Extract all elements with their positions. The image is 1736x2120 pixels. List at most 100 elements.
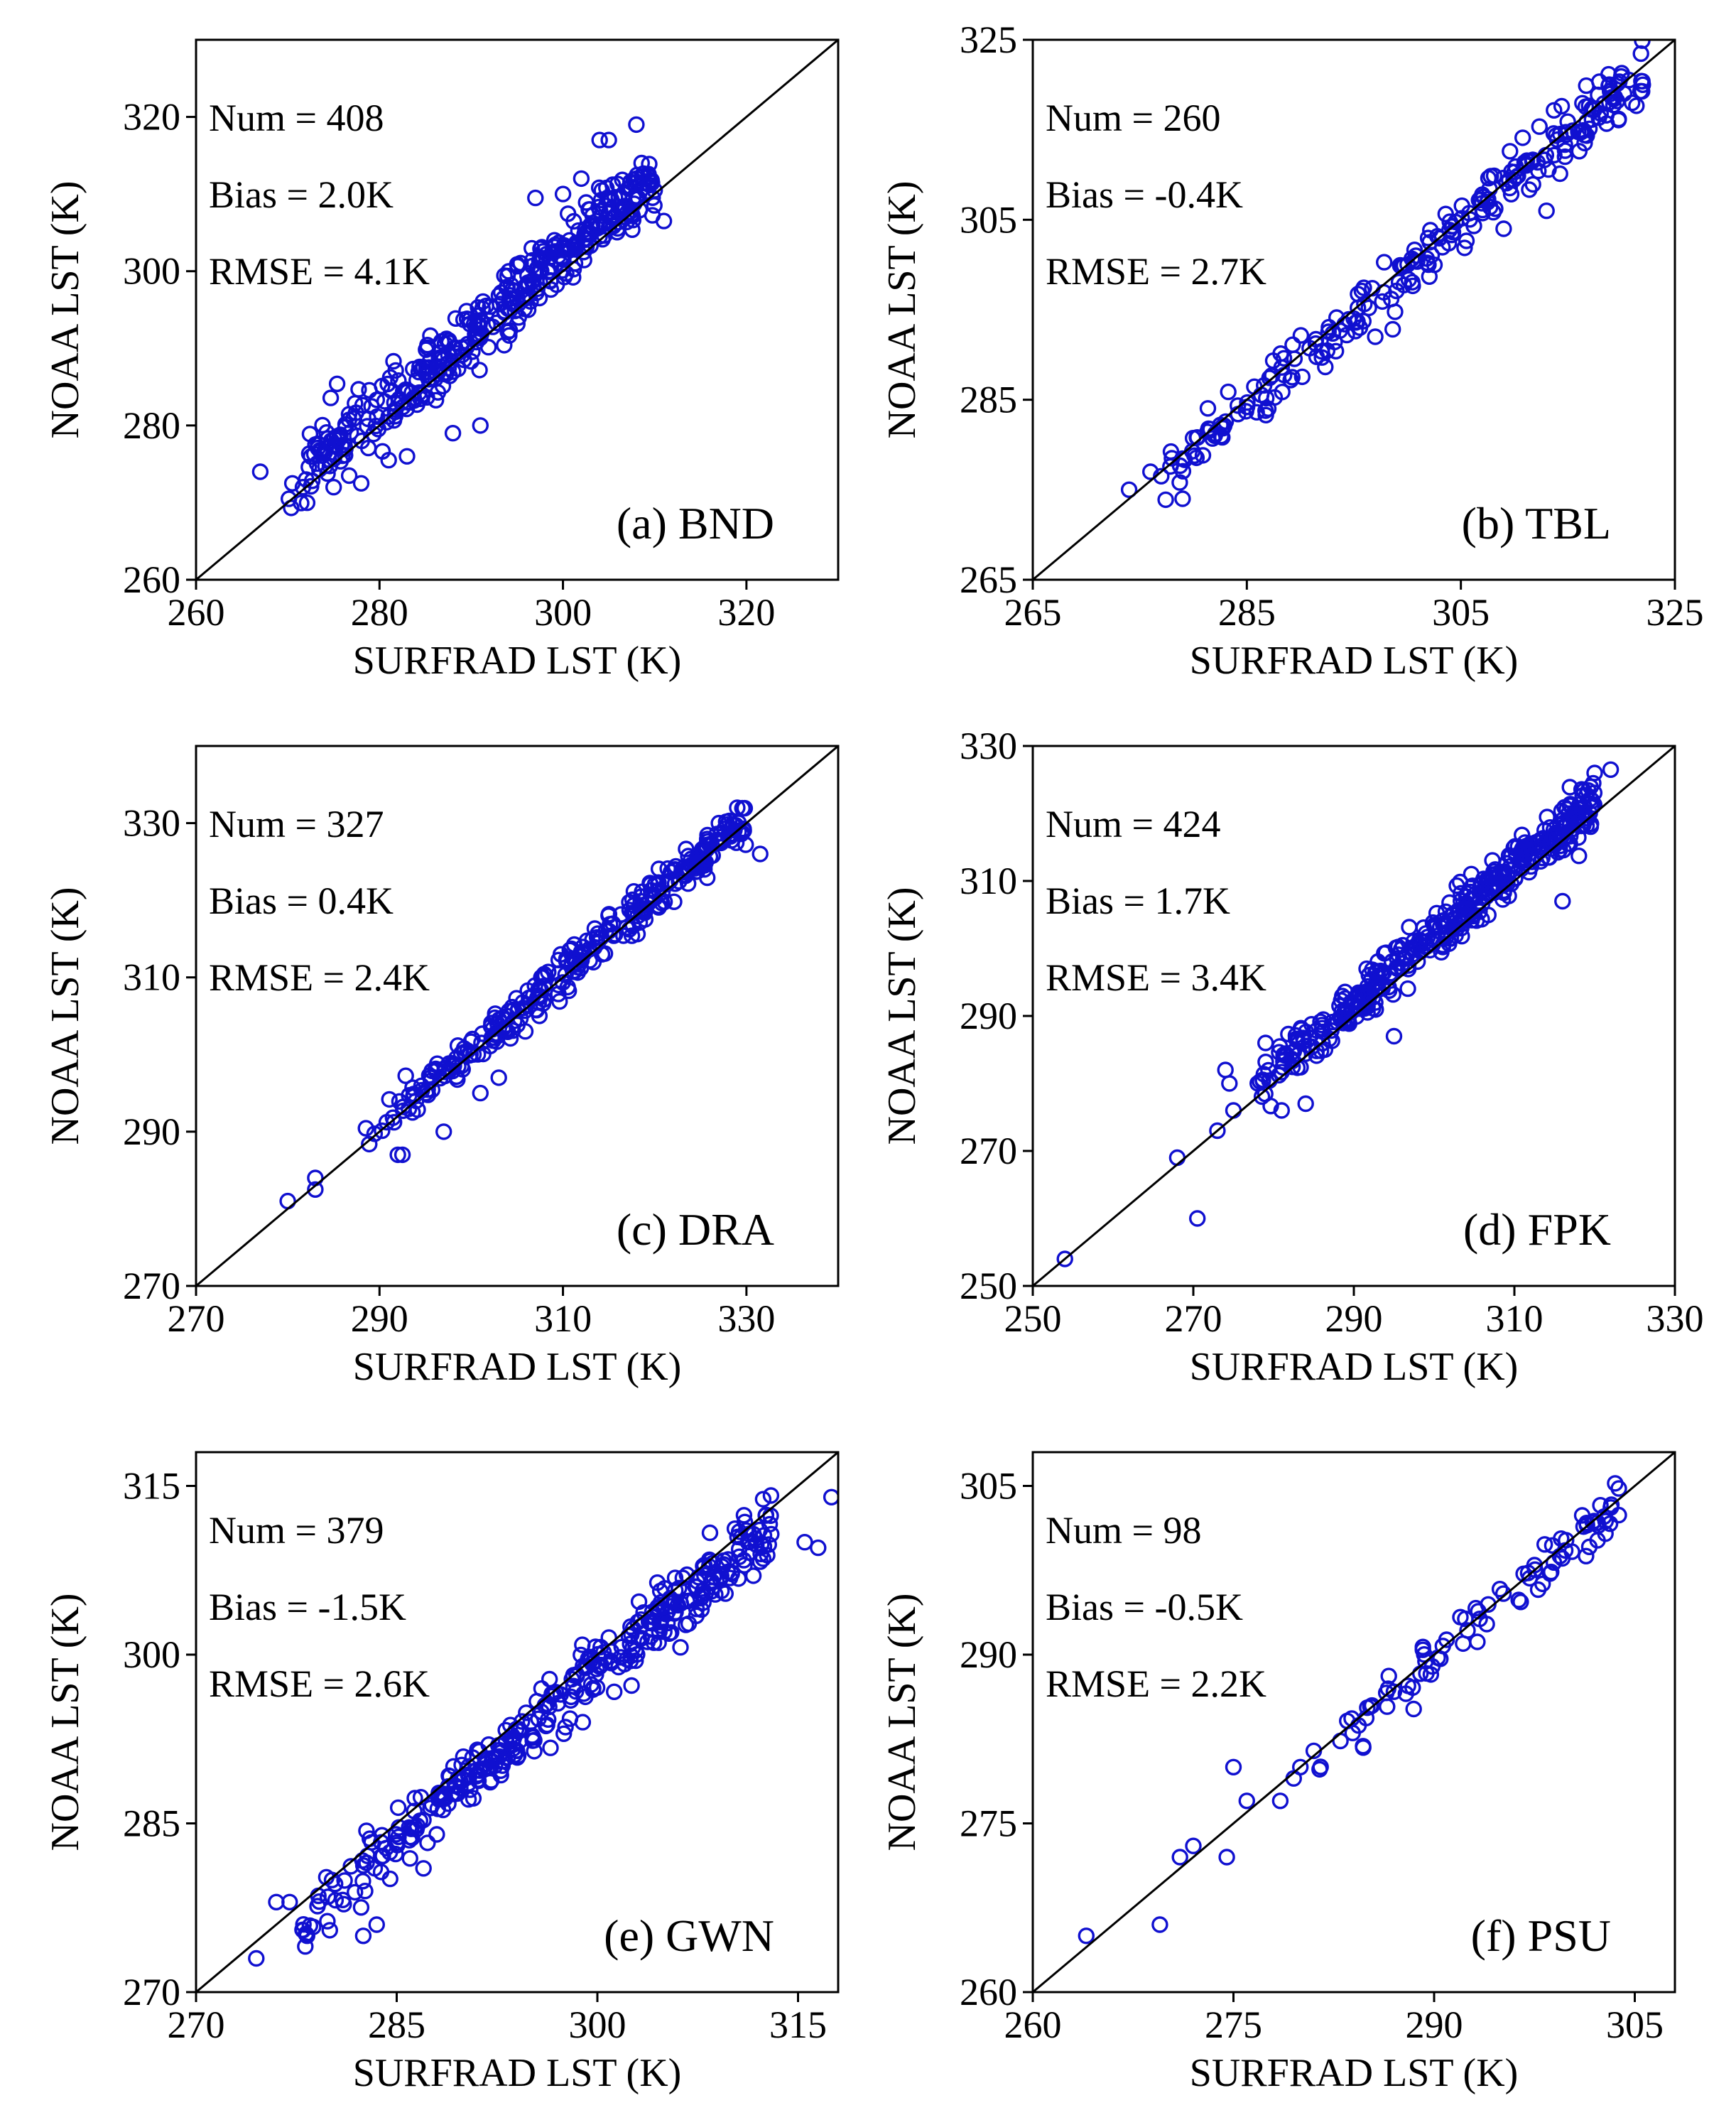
data-point <box>1471 1610 1488 1628</box>
data-point <box>1495 220 1512 237</box>
x-tick-label: 310 <box>1486 1297 1544 1340</box>
data-point <box>1460 205 1478 222</box>
data-point <box>1452 1608 1469 1626</box>
data-point <box>471 362 488 379</box>
data-point <box>1274 384 1291 401</box>
data-point <box>389 1799 407 1817</box>
data-point <box>1360 985 1377 1002</box>
x-tick-label: 290 <box>1406 2003 1463 2046</box>
data-point <box>659 860 676 877</box>
data-point <box>1221 1075 1238 1092</box>
panel-label: (c) DRA <box>617 1204 774 1255</box>
data-point <box>504 1022 521 1039</box>
data-point <box>1556 142 1574 159</box>
x-tick-label: 265 <box>1004 591 1062 634</box>
data-point <box>596 945 614 962</box>
y-tick-label: 300 <box>123 250 180 293</box>
data-point <box>445 1758 462 1775</box>
x-tick-label: 285 <box>368 2003 425 2046</box>
data-point <box>1441 222 1458 239</box>
data-point <box>1188 1210 1206 1227</box>
data-point <box>415 1860 432 1877</box>
data-point <box>666 893 683 911</box>
data-point <box>540 1711 557 1729</box>
data-point <box>736 1557 753 1574</box>
y-tick-label: 280 <box>123 404 180 447</box>
data-point <box>1470 893 1487 910</box>
data-point <box>1397 1685 1415 1702</box>
data-point <box>433 332 450 350</box>
data-point <box>1214 428 1231 446</box>
data-point <box>1459 1622 1476 1639</box>
x-axis-label: SURFRAD LST (K) <box>353 1345 682 1389</box>
data-point <box>248 1949 265 1967</box>
data-point <box>671 872 688 890</box>
data-point <box>385 352 402 370</box>
data-point <box>1078 1927 1095 1945</box>
data-point <box>1509 167 1526 185</box>
data-point <box>640 1613 658 1630</box>
data-point <box>1374 293 1391 310</box>
data-point <box>1293 368 1311 386</box>
data-point <box>496 267 513 284</box>
x-axis-label: SURFRAD LST (K) <box>1190 1345 1519 1389</box>
data-point <box>1510 1591 1527 1608</box>
data-point <box>680 875 697 892</box>
data-point <box>638 183 655 200</box>
scatter-panel-6: 260 275 290 305 260 275 290 305 SURFRAD LST (K) N… <box>880 1451 1676 2095</box>
scatter-points <box>1078 1475 1627 1945</box>
data-point <box>613 203 630 220</box>
y-tick-label: 310 <box>960 860 1017 902</box>
data-point <box>1463 904 1480 921</box>
data-point <box>1613 65 1630 82</box>
data-point <box>529 989 546 1006</box>
y-axis-label: NOAA LST (K) <box>880 887 924 1145</box>
data-point <box>633 168 651 185</box>
data-point <box>567 241 584 258</box>
data-point <box>440 1795 457 1812</box>
data-point <box>1536 1536 1553 1553</box>
one-to-one-line <box>1032 38 1676 581</box>
data-point <box>541 1670 558 1688</box>
data-point <box>460 1790 477 1808</box>
data-point <box>435 1123 452 1140</box>
data-point <box>698 836 715 854</box>
data-point <box>576 226 593 243</box>
data-point <box>465 315 483 332</box>
data-point <box>328 375 346 392</box>
y-tick-label: 270 <box>960 1130 1017 1172</box>
panel-label: (b) TBL <box>1462 498 1611 548</box>
stat-num: Num = 424 <box>1046 803 1220 845</box>
stat-rmse: RMSE = 4.1K <box>209 250 430 293</box>
data-point <box>715 1556 732 1573</box>
plot-frame <box>1031 1451 1676 1994</box>
data-point <box>470 307 487 324</box>
x-tick-label: 310 <box>534 1297 592 1340</box>
data-point <box>1291 1758 1309 1776</box>
one-to-one-line <box>1032 745 1676 1287</box>
data-point <box>1590 1517 1607 1535</box>
data-point <box>555 1725 573 1743</box>
x-tick-label: 260 <box>1004 2003 1062 2046</box>
data-point <box>368 1916 385 1933</box>
data-point <box>1174 463 1192 480</box>
data-point <box>322 389 340 406</box>
data-point <box>327 1876 344 1893</box>
data-point <box>441 1061 458 1079</box>
y-tick-label: 260 <box>123 558 180 601</box>
data-point <box>1355 1738 1372 1755</box>
data-point <box>1423 247 1441 264</box>
y-tick-label: 305 <box>960 1465 1017 1508</box>
data-point <box>494 1757 511 1774</box>
data-point <box>1507 847 1525 865</box>
panel-label: (e) GWN <box>604 1910 774 1961</box>
data-point <box>1433 943 1450 961</box>
stat-num: Num = 260 <box>1046 97 1220 139</box>
data-point <box>1249 1075 1266 1092</box>
data-point <box>573 170 590 188</box>
data-point <box>1200 420 1217 438</box>
data-point <box>705 1578 722 1596</box>
data-point <box>501 1716 519 1734</box>
stat-rmse: RMSE = 2.7K <box>1046 250 1266 293</box>
data-point <box>1225 1758 1242 1776</box>
